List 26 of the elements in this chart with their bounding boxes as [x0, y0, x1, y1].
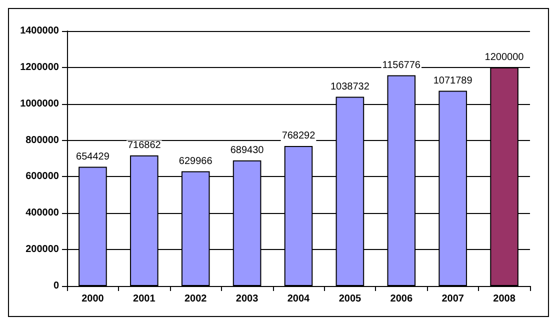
x-tick-label: 2001 — [133, 294, 156, 304]
y-tick-label: 800000 — [26, 134, 60, 146]
x-tick-label: 2007 — [442, 294, 464, 304]
x-tick-label: 2004 — [287, 294, 310, 304]
data-label: 654429 — [76, 151, 110, 162]
x-tick-label: 2002 — [184, 294, 208, 304]
data-label: 689430 — [230, 144, 264, 156]
y-tick-label: 200000 — [26, 244, 60, 256]
x-tick-label: 2000 — [82, 294, 104, 304]
x-tick-label: 2008 — [493, 294, 516, 304]
data-label: 768292 — [282, 130, 316, 142]
y-tick-label: 1000000 — [20, 98, 60, 110]
data-label: 716862 — [127, 140, 162, 151]
x-tick-label: 2006 — [390, 294, 413, 304]
data-label: 1038732 — [330, 81, 370, 92]
data-label: 1071789 — [433, 75, 473, 86]
y-tick-label: 1200000 — [20, 62, 60, 73]
data-label: 1200000 — [484, 52, 524, 63]
y-tick-label: 0 — [53, 280, 60, 292]
x-tick-label: 2005 — [338, 294, 362, 304]
data-label: 629966 — [178, 156, 213, 167]
x-tick-label: 2003 — [236, 294, 259, 304]
data-label: 1156776 — [382, 60, 421, 71]
y-tick-label: 1400000 — [20, 26, 60, 36]
y-tick-label: 600000 — [26, 171, 60, 182]
y-tick-label: 400000 — [26, 208, 60, 219]
